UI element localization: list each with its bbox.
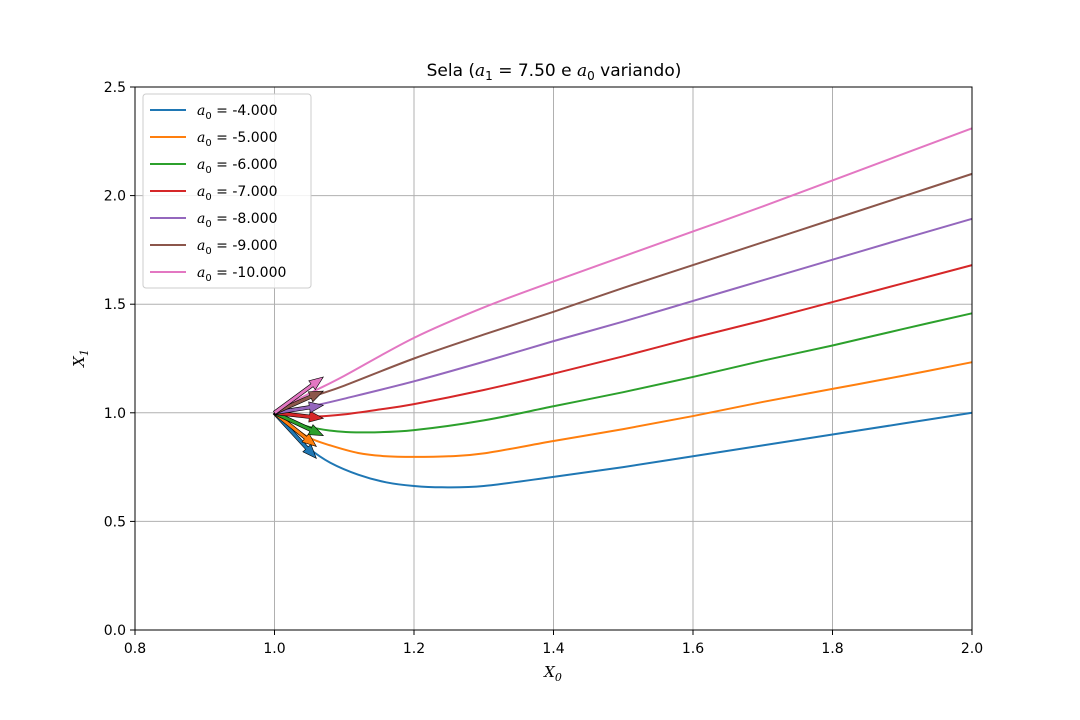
x-tick-label: 1.2 — [403, 641, 425, 657]
y-tick-label: 2.5 — [104, 80, 126, 96]
chart-title: Sela (a1 = 7.50 e a0 variando) — [427, 61, 682, 83]
legend-entry-5: a0 = -9.000 — [197, 238, 278, 257]
arrow-layer — [272, 376, 325, 460]
y-tick-label: 1.5 — [104, 297, 126, 313]
y-tick-label: 0.0 — [104, 623, 126, 639]
x-tick-label: 2.0 — [961, 641, 983, 657]
series-line-2 — [274, 312, 973, 434]
legend-entry-0: a0 = -4.000 — [197, 103, 278, 122]
y-tick-label: 1.0 — [104, 406, 126, 422]
direction-arrow-6 — [273, 376, 324, 415]
y-axis-label: X1 — [70, 349, 91, 368]
legend-box — [142, 93, 312, 289]
x-tick-label: 1.0 — [263, 641, 285, 657]
y-ticks: 0.0 0.5 1.0 1.5 2.0 2.5 — [104, 80, 135, 639]
legend: a0 = -4.000 a0 = -5.000 a0 = -6.000 a0 = -7… — [142, 93, 312, 289]
x-ticks: 0.8 1.0 1.2 1.4 1.6 1.8 2.0 — [124, 630, 983, 657]
x-tick-label: 1.6 — [682, 641, 704, 657]
x-tick-label: 1.8 — [821, 641, 843, 657]
series-line-0 — [273, 411, 973, 489]
legend-entry-1: a0 = -5.000 — [197, 130, 278, 149]
x-axis-label: X0 — [543, 663, 562, 684]
x-tick-label: 0.8 — [124, 641, 146, 657]
series-line-3 — [274, 264, 973, 418]
y-tick-label: 0.5 — [104, 514, 126, 530]
y-tick-label: 2.0 — [104, 189, 126, 205]
x-tick-label: 1.4 — [542, 641, 564, 657]
legend-entry-2: a0 = -6.000 — [197, 157, 278, 176]
legend-entry-6: a0 = -10.000 — [197, 265, 286, 284]
legend-entry-4: a0 = -8.000 — [197, 211, 278, 230]
legend-entry-3: a0 = -7.000 — [197, 184, 278, 203]
series-line-1 — [273, 361, 973, 458]
series-line-6 — [274, 127, 973, 414]
